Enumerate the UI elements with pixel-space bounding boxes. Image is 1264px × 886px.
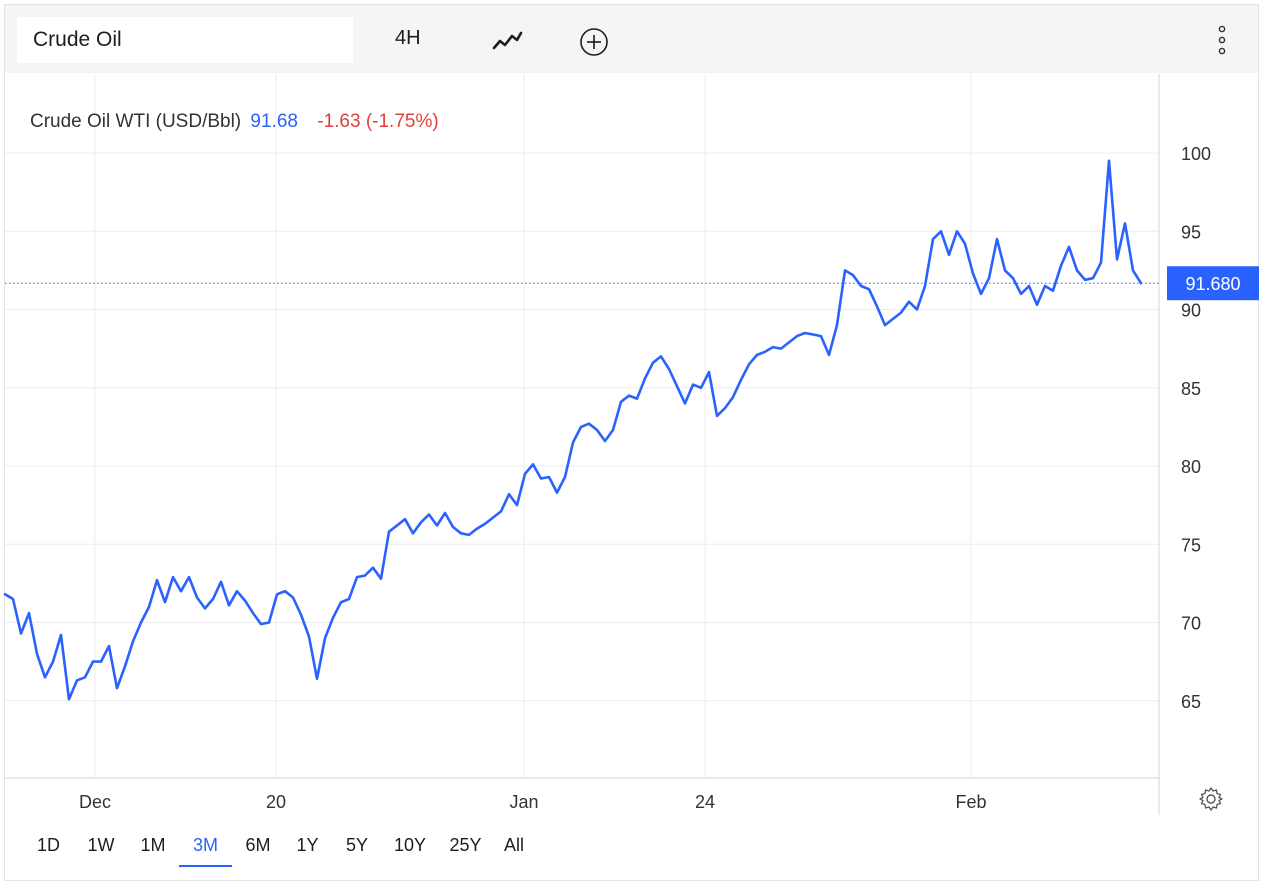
last-price-label: 91.680 [1185,274,1240,294]
last-price-tag-layer: 91.680 [5,266,1259,301]
range-1m[interactable]: 1M [140,835,166,855]
interval-selector[interactable]: 4H [395,27,421,49]
y-axis: 65 70 75 80 85 90 95 100 [1181,144,1211,712]
range-10y[interactable]: 10Y [393,835,427,855]
range-6m[interactable]: 6M [245,835,271,855]
y-tick-label: 65 [1181,692,1201,712]
toolbar: Crude Oil 4H [5,5,1258,73]
symbol-search-input[interactable]: Crude Oil [17,17,353,63]
range-selector: 1D 1W 1M 3M 6M 1Y 5Y 10Y 25Y All [22,830,534,870]
legend-change: -1.63 (-1.75%) [317,111,439,132]
x-tick-label: Dec [79,792,111,812]
chart-widget [4,4,1259,881]
x-tick-label: 24 [695,792,715,812]
last-price-tag [1167,266,1259,301]
legend-price: 91.68 [250,111,298,132]
gear-icon[interactable] [1198,786,1224,812]
legend-name: Crude Oil WTI (USD/Bbl) [30,111,242,132]
x-tick-label: Jan [509,792,538,812]
x-tick-label: 20 [266,792,286,812]
range-5y[interactable]: 5Y [345,835,369,855]
line-chart-icon[interactable] [490,29,524,53]
vertical-dots-icon[interactable] [1215,23,1229,59]
range-1y[interactable]: 1Y [296,835,319,855]
y-tick-label: 75 [1181,535,1201,555]
x-axis: Dec 20 Jan 24 Feb [79,792,987,812]
range-1d[interactable]: 1D [36,835,60,855]
y-tick-label: 80 [1181,457,1201,477]
y-tick-label: 95 [1181,222,1201,242]
chart-grid [5,74,1160,815]
y-tick-label: 100 [1181,144,1211,164]
y-tick-label: 70 [1181,614,1201,634]
range-3m[interactable]: 3M [179,830,232,870]
chart-legend: Crude Oil WTI (USD/Bbl) 91.68 -1.63 (-1.… [30,111,439,133]
price-line [3,159,1143,701]
range-1w[interactable]: 1W [87,835,115,855]
x-tick-label: Feb [955,792,986,812]
y-tick-label: 85 [1181,379,1201,399]
range-25y[interactable]: 25Y [449,835,482,855]
price-line-layer [3,159,1143,701]
y-tick-label: 90 [1181,301,1201,321]
range-all[interactable]: All [503,835,524,855]
plus-circle-icon[interactable] [579,27,609,57]
